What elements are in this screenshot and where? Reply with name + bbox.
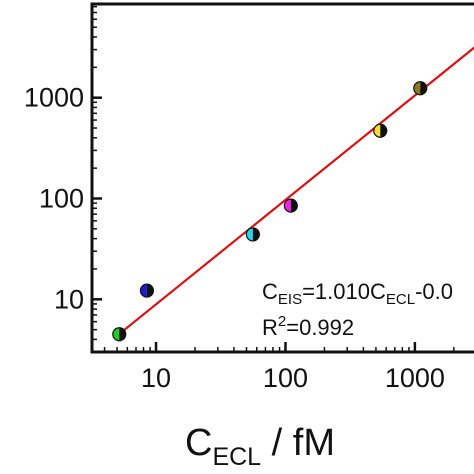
x-tick-label: 10 <box>141 363 171 393</box>
data-point-left-half <box>413 81 421 95</box>
data-point <box>373 123 388 138</box>
data-point-right-half <box>290 199 298 213</box>
data-point <box>245 227 260 242</box>
data-point-outline <box>413 81 428 96</box>
data-point <box>139 283 155 298</box>
data-point-outline <box>139 283 155 298</box>
data-point-outline <box>283 198 298 213</box>
fit-equation: CEIS=1.010CECL-0.0 <box>262 279 453 308</box>
x-axis-ticks: 10 100 1000 <box>103 342 455 393</box>
data-point-right-half <box>380 124 387 138</box>
data-point-right-half <box>146 284 154 298</box>
data-point-left-half <box>112 327 120 341</box>
y-axis-ticks: 10 100 1000 <box>24 5 102 341</box>
data-point-outline <box>373 123 388 138</box>
data-point-outline <box>112 327 127 342</box>
r-squared-label: R2=0.992 <box>262 313 354 340</box>
data-point-left-half <box>373 124 381 138</box>
y-tick-label: 100 <box>39 183 84 213</box>
data-points <box>112 81 428 342</box>
data-point-right-half <box>119 327 126 341</box>
data-point <box>283 198 298 213</box>
data-point-outline <box>245 227 260 242</box>
plot-frame <box>90 2 474 354</box>
x-axis-label: CECL / fM <box>185 422 335 471</box>
data-point-right-half <box>252 227 260 241</box>
data-point-left-half <box>140 284 147 298</box>
data-point <box>413 81 428 96</box>
data-point-left-half <box>284 199 291 213</box>
y-tick-label: 10 <box>54 284 84 314</box>
data-point-right-half <box>420 81 427 95</box>
data-point <box>112 327 127 342</box>
data-point-left-half <box>246 227 253 241</box>
x-tick-label: 100 <box>263 363 308 393</box>
y-tick-label: 1000 <box>24 83 84 113</box>
x-tick-label: 1000 <box>385 363 445 393</box>
